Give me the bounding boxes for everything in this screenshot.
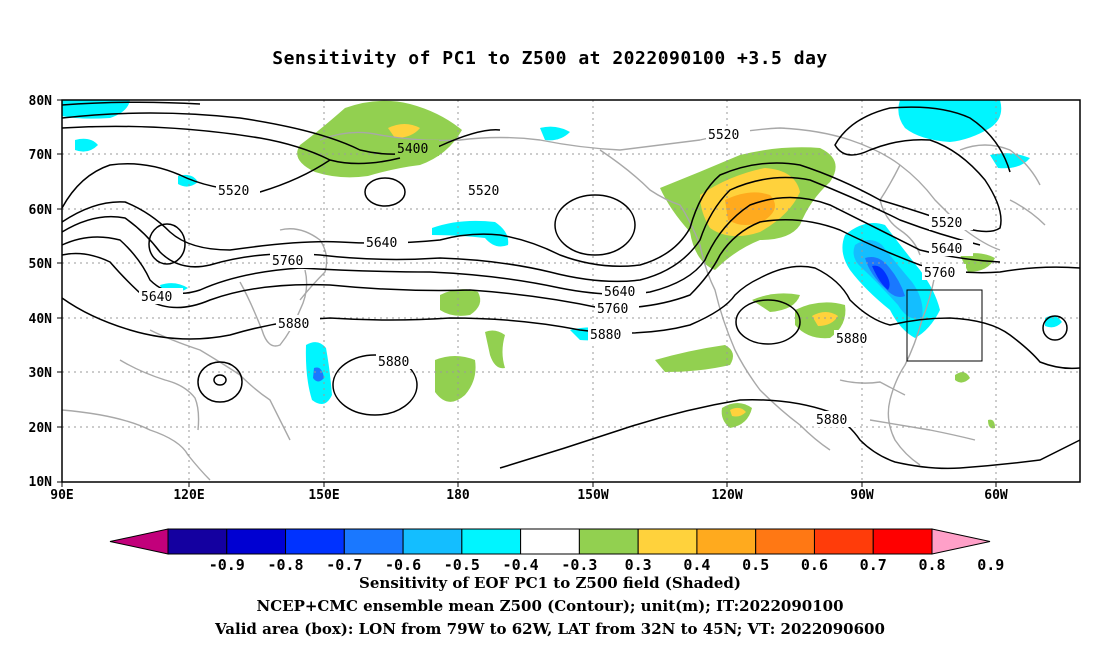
lon-tick-label: 120W [711, 488, 742, 503]
contour-label: 5880 [836, 332, 867, 347]
contour-label: 5520 [931, 216, 962, 231]
colorbar-label: 0.3 [625, 556, 652, 574]
contour-label: 5640 [366, 236, 397, 251]
contour-label: 5880 [378, 355, 409, 370]
lon-labels: 90E 120E 150E 180 150W 120W 90W 60W [50, 488, 1008, 503]
shade-negative [75, 138, 98, 152]
contour-label: 5640 [141, 290, 172, 305]
colorbar-end-low [109, 528, 169, 555]
colorbar-label: -0.7 [326, 556, 362, 574]
shade-negative [1045, 315, 1062, 328]
colorbar-box [696, 528, 757, 555]
shade-positive [485, 330, 505, 369]
lat-labels: 80N 70N 60N 50N 40N 30N 20N 10N [29, 94, 53, 490]
shade-negative [990, 153, 1030, 169]
colorbar-label: -0.5 [444, 556, 480, 574]
contour-label: 5640 [604, 285, 635, 300]
contour-label: 5760 [272, 254, 303, 269]
lat-tick-label: 30N [29, 366, 53, 381]
lon-tick-label: 90E [50, 488, 73, 503]
caption-line-2: NCEP+CMC ensemble mean Z500 (Contour); u… [256, 597, 844, 615]
shade-positive [440, 289, 481, 316]
colorbar-label: -0.9 [209, 556, 245, 574]
shade-positive [730, 407, 746, 417]
shade-negative [872, 265, 890, 290]
chart-title: Sensitivity of PC1 to Z500 at 2022090100… [272, 48, 828, 69]
colorbar: -0.9 -0.8 -0.7 -0.6 -0.5 -0.4 -0.3 0.3 0.4 0.5 0.6… [109, 528, 1004, 574]
contour-label: 5520 [218, 184, 249, 199]
lon-tick-label: 150W [577, 488, 608, 503]
colorbar-box [461, 528, 522, 555]
colorbar-label: 0.5 [742, 556, 769, 574]
shade-negative [313, 367, 324, 382]
contour-label: 5760 [597, 302, 628, 317]
shade-positive [297, 100, 462, 178]
contour-label: 5880 [816, 413, 847, 428]
colorbar-box [872, 528, 933, 555]
colorbar-end-high [931, 528, 991, 555]
shade-negative [178, 174, 198, 187]
lon-tick-label: 90W [850, 488, 874, 503]
colorbar-box [402, 528, 463, 555]
colorbar-label: 0.4 [683, 556, 710, 574]
colorbar-label: -0.4 [503, 556, 539, 574]
valid-area-box [906, 289, 983, 362]
colorbar-box [813, 528, 874, 555]
colorbar-label: -0.8 [267, 556, 303, 574]
colorbar-box [755, 528, 815, 555]
shade-negative [540, 126, 570, 141]
shade-positive [435, 356, 476, 402]
colorbar-label: 0.9 [977, 556, 1004, 574]
colorbar-box [520, 528, 580, 555]
map-frame [61, 99, 1081, 483]
colorbar-label: 0.8 [918, 556, 945, 574]
colorbar-label: 0.6 [801, 556, 828, 574]
lat-tick-label: 50N [29, 257, 53, 272]
colorbar-label: -0.3 [561, 556, 597, 574]
lon-tick-label: 150E [308, 488, 339, 503]
lat-tick-label: 70N [29, 148, 53, 163]
lon-tick-label: 60W [984, 488, 1008, 503]
shade-positive [655, 345, 734, 372]
tick-marks [57, 99, 997, 487]
caption-line-3: Valid area (box): LON from 79W to 62W, L… [215, 620, 885, 638]
contour-labels: 5400 5520 5520 5520 5520 5640 5640 5640 … [139, 126, 973, 428]
contour-label: 5520 [708, 128, 739, 143]
colorbar-label: -0.6 [385, 556, 421, 574]
shade-positive [388, 124, 420, 138]
contour-label: 5640 [931, 242, 962, 257]
lon-tick-label: 180 [446, 488, 470, 503]
contour-label: 5400 [397, 142, 428, 157]
colorbar-box [578, 528, 639, 555]
shade-positive [988, 419, 995, 429]
contour-label: 5520 [468, 184, 499, 199]
lon-tick-label: 120E [173, 488, 204, 503]
lat-tick-label: 60N [29, 203, 53, 218]
lat-tick-label: 80N [29, 94, 53, 109]
shade-positive [752, 293, 800, 312]
lat-tick-label: 40N [29, 312, 53, 327]
shade-negative [432, 220, 509, 247]
colorbar-box [167, 528, 228, 555]
graticule [62, 100, 1080, 482]
lat-tick-label: 10N [29, 475, 53, 490]
z500-closed-contours [148, 177, 1068, 416]
colorbar-box [343, 528, 404, 555]
colorbar-box [226, 528, 287, 555]
contour-label: 5880 [278, 317, 309, 332]
caption-line-1: Sensitivity of EOF PC1 to Z500 field (Sh… [359, 574, 741, 592]
contour-label: 5880 [590, 328, 621, 343]
colorbar-box [637, 528, 698, 555]
contour-label: 5760 [924, 266, 955, 281]
colorbar-box [285, 528, 345, 555]
colorbar-label: 0.7 [860, 556, 887, 574]
lat-tick-label: 20N [29, 421, 53, 436]
shade-positive [955, 372, 970, 383]
shade-positive [960, 253, 995, 272]
shade-negative [898, 100, 1002, 142]
shade-positive [812, 312, 838, 326]
